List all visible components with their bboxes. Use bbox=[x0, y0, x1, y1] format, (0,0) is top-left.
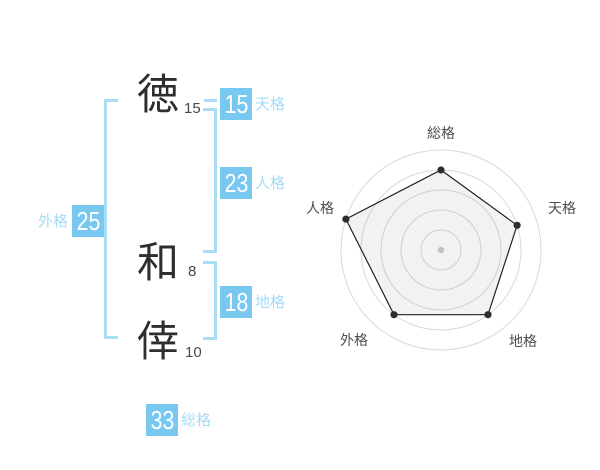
stroke-count-3: 10 bbox=[185, 344, 202, 361]
jinkaku-bracket-tick-top bbox=[203, 108, 217, 111]
chikaku-label: 地格 bbox=[255, 294, 286, 311]
radar-data-point bbox=[513, 221, 521, 229]
gaikaku-label: 外格 bbox=[38, 213, 69, 230]
jinkaku-label: 人格 bbox=[255, 175, 286, 192]
tenkaku-value-box: 15 bbox=[220, 88, 252, 120]
radar-axis-label-gaikaku: 外格 bbox=[340, 332, 368, 348]
chikaku-bracket-tick-bottom bbox=[203, 337, 217, 340]
gaikaku-bracket-tick-top bbox=[104, 99, 118, 102]
stroke-count-1: 15 bbox=[184, 100, 201, 117]
jinkaku-value-box: 23 bbox=[220, 167, 252, 199]
jinkaku-bracket-tick-bottom bbox=[203, 250, 217, 253]
radar-grid-ring bbox=[400, 209, 482, 291]
radar-data-point bbox=[342, 215, 350, 223]
radar-grid-ring bbox=[380, 189, 502, 311]
chikaku-value-box: 18 bbox=[220, 286, 252, 318]
radar-grid-ring bbox=[420, 229, 462, 271]
radar-center-dot bbox=[437, 246, 445, 254]
soukaku-value-box: 33 bbox=[146, 404, 178, 436]
gaikaku-bracket-tick-bottom bbox=[104, 336, 118, 339]
name-char-1: 徳 bbox=[137, 71, 180, 118]
name-char-2: 和 bbox=[137, 239, 180, 286]
chikaku-bracket-line bbox=[214, 261, 217, 340]
radar-data-point bbox=[390, 311, 398, 319]
radar-axis-label-jinkaku: 人格 bbox=[306, 200, 334, 216]
radar-data-polygon bbox=[345, 169, 518, 316]
gaikaku-value-box: 25 bbox=[72, 205, 104, 237]
radar-data-point bbox=[437, 166, 445, 174]
tenkaku-label: 天格 bbox=[255, 96, 286, 113]
stroke-count-2: 8 bbox=[188, 263, 197, 280]
name-char-3: 倖 bbox=[137, 318, 180, 365]
radar-chart bbox=[340, 149, 542, 351]
soukaku-label: 総格 bbox=[181, 412, 212, 429]
tenkaku-connector-line bbox=[204, 99, 217, 102]
gaikaku-bracket-line bbox=[104, 99, 107, 339]
chikaku-bracket-tick-top bbox=[203, 261, 217, 264]
radar-axis-label-soukaku: 総格 bbox=[427, 125, 455, 141]
jinkaku-bracket-line bbox=[214, 108, 217, 253]
radar-axis-label-chikaku: 地格 bbox=[509, 333, 537, 349]
radar-axis-label-tenkaku: 天格 bbox=[548, 200, 576, 216]
radar-data-point bbox=[484, 311, 492, 319]
radar-grid-ring bbox=[340, 149, 542, 351]
